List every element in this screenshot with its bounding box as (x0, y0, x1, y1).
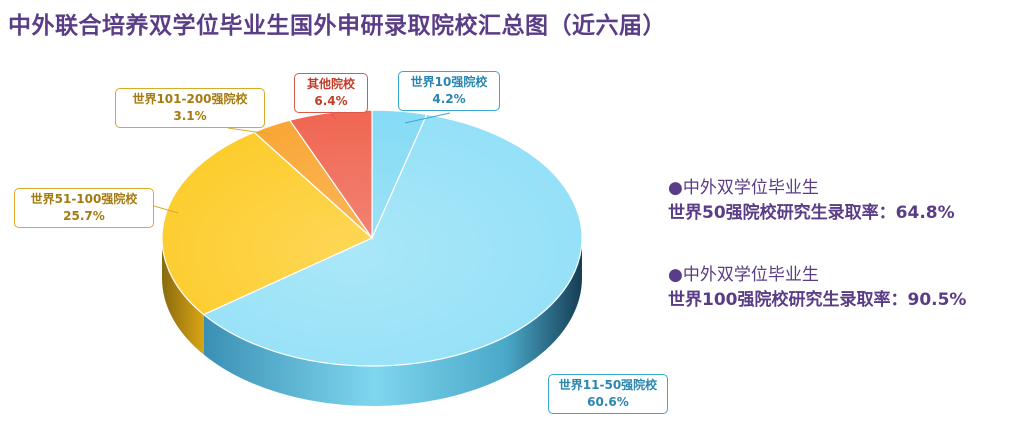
stat-top50: ●中外双学位毕业生 世界50强院校研究生录取率：64.8% (668, 176, 955, 226)
leader-line-0 (404, 112, 451, 124)
callout-label: 其他院校 (306, 77, 355, 91)
stat-top100-text: 世界100强院校研究生录取率：90.5% (668, 290, 967, 310)
chart-title: 中外联合培养双学位毕业生国外申研录取院校汇总图（近六届） (8, 13, 666, 39)
callout-value: 25.7% (63, 209, 105, 223)
stat-top100-subtitle: ●中外双学位毕业生 (668, 265, 819, 285)
callout-value: 60.6% (587, 395, 629, 409)
leader-line-3 (227, 127, 271, 135)
slice-side-2 (162, 238, 204, 355)
callout-value: 3.1% (173, 109, 207, 123)
callout-label: 世界10强院校 (410, 75, 488, 89)
callout-value: 6.4% (314, 94, 348, 108)
pie-gloss (162, 110, 582, 366)
callout-2: 世界51-100强院校 25.7% (14, 188, 154, 228)
slice-side-1 (203, 238, 582, 407)
callout-label: 世界51-100强院校 (30, 192, 138, 206)
leader-line-4 (330, 113, 337, 120)
callout-value: 4.2% (432, 92, 466, 106)
callout-0: 世界10强院校 4.2% (398, 71, 500, 111)
callout-3: 世界101-200强院校 3.1% (115, 88, 265, 128)
callout-label: 世界101-200强院校 (132, 92, 248, 106)
callout-4: 其他院校 6.4% (294, 73, 368, 113)
callout-1: 世界11-50强院校 60.6% (548, 374, 668, 414)
leader-line-2 (153, 205, 179, 214)
stat-top50-subtitle: ●中外双学位毕业生 (668, 178, 819, 198)
callout-label: 世界11-50强院校 (558, 378, 658, 392)
stat-top50-text: 世界50强院校研究生录取率：64.8% (668, 203, 955, 223)
stat-top100: ●中外双学位毕业生 世界100强院校研究生录取率：90.5% (668, 263, 966, 313)
